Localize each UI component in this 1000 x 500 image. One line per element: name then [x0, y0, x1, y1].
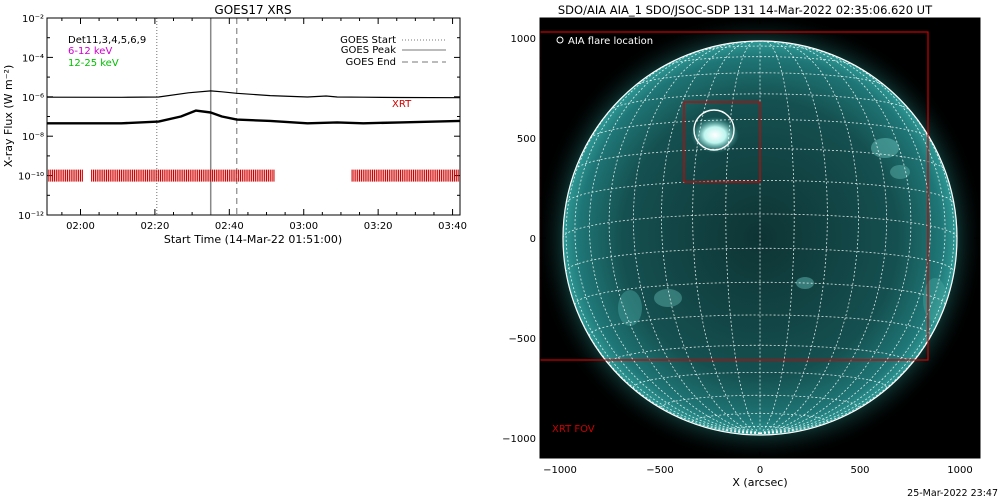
aia-xtick-label: −1000	[543, 465, 577, 476]
aia-limb	[562, 40, 958, 436]
aia-ytick-label: −1000	[502, 434, 536, 445]
goes-plot-frame	[46, 17, 461, 216]
aia-grid-longitude	[608, 43, 761, 434]
aia-grid-longitude	[588, 45, 761, 434]
footer-timestamp: 25-Mar-2022 23:47	[907, 488, 998, 499]
aia-grid-latitude	[634, 72, 886, 87]
legend-det: Det11,3,4,5,6,9	[68, 35, 146, 46]
aia-grid-longitude	[759, 41, 859, 434]
aia-flare-box	[683, 101, 761, 183]
aia-ytick-label: 500	[517, 134, 536, 145]
goes-ylabel: X-ray Flux (W m⁻²)	[2, 65, 15, 167]
aia-grid-latitude	[661, 394, 859, 408]
aia-xrt-fov-box	[540, 31, 929, 361]
goes-event-lines	[156, 18, 238, 215]
goes-ytick-label: 10⁻¹²	[18, 211, 44, 222]
aia-axes: −1000 −500 0 500 1000 1000 500 0 −500 −1000	[502, 18, 980, 476]
aia-panel: SDO/AIA AIA_1 SDO/JSOC-SDP 131 14-Mar-20…	[502, 3, 981, 489]
aia-grid-longitude	[632, 42, 761, 434]
aia-grid-longitude	[759, 52, 946, 434]
aia-grid-longitude	[565, 77, 761, 434]
aia-ytick-label: 1000	[511, 34, 536, 45]
goes-legend: Det11,3,4,5,6,9 6-12 keV 12-25 keV GOES …	[68, 35, 446, 69]
goes-series-line-0	[47, 90, 460, 99]
goes-xtick-label: 02:20	[140, 221, 169, 232]
aia-legend-marker-icon	[556, 36, 564, 44]
legend-goes-end: GOES End	[346, 57, 396, 68]
aia-ytick-label: −500	[509, 334, 536, 345]
legend-goes-start: GOES Start	[340, 35, 396, 46]
legend-12-25kev: 12-25 keV	[68, 58, 119, 69]
aia-grid-latitude	[609, 93, 911, 111]
aia-grid-longitude	[759, 43, 912, 434]
aia-grid-latitude	[563, 213, 957, 239]
aia-overlays	[540, 31, 929, 361]
aia-legend: AIA flare location	[556, 36, 653, 47]
aia-grid-latitude	[725, 426, 795, 431]
goes-series-line-1	[47, 109, 460, 125]
aia-legend-label: AIA flare location	[568, 36, 653, 47]
goes-ytick-label: 10⁻⁶	[22, 93, 44, 104]
aia-grid-longitude	[574, 52, 761, 434]
goes-ylabel-text: X-ray Flux (W m⁻²)	[2, 65, 15, 167]
goes-ytick-label: 10⁻⁴	[22, 53, 44, 64]
goes-xtick-label: 03:00	[289, 221, 318, 232]
goes-xtick-label: 03:20	[364, 221, 393, 232]
aia-grid-longitude	[759, 41, 795, 434]
aia-xtick-label: 0	[757, 465, 763, 476]
aia-xtick-label: 1000	[947, 465, 972, 476]
aia-grid-longitude	[725, 41, 761, 434]
aia-flare-location-marker	[693, 109, 735, 151]
aia-grid-longitude	[759, 45, 932, 434]
aia-xtick-label: 500	[850, 465, 869, 476]
goes-series	[47, 90, 460, 125]
goes-xrt-coverage	[47, 169, 460, 182]
goes-ytick-label: 10⁻²	[22, 14, 44, 25]
legend-6-12kev: 6-12 keV	[68, 46, 112, 57]
aia-ytick-label: 0	[530, 234, 536, 245]
goes-xtick-label: 03:40	[438, 221, 467, 232]
legend-goes-peak: GOES Peak	[341, 45, 396, 56]
goes-xlabel: Start Time (14-Mar-22 01:51:00)	[164, 233, 342, 246]
goes-ytick-label: 10⁻¹⁰	[18, 172, 44, 183]
aia-grid-longitude	[692, 41, 761, 434]
goes-panel: GOES17 XRS X-ray Flux (W m⁻²) Start Time…	[2, 3, 467, 246]
aia-solar-disk	[563, 41, 957, 435]
goes-xrt-annotation: XRT	[392, 99, 412, 110]
aia-grid-longitude	[759, 41, 828, 434]
aia-grid-longitude	[759, 42, 888, 434]
goes-xtick-label: 02:00	[66, 221, 95, 232]
aia-grid-longitude	[661, 41, 761, 434]
goes-ytick-label: 10⁻⁸	[22, 132, 44, 143]
aia-xrt-fov-label: XRT FOV	[552, 424, 595, 435]
aia-plot-frame	[539, 17, 981, 459]
aia-title: SDO/AIA AIA_1 SDO/JSOC-SDP 131 14-Mar-20…	[558, 3, 933, 17]
aia-xlabel: X (arcsec)	[732, 476, 787, 489]
goes-xtick-label: 02:40	[215, 221, 244, 232]
aia-image	[540, 18, 980, 458]
aia-xtick-label: −500	[646, 465, 673, 476]
goes-title: GOES17 XRS	[214, 3, 291, 17]
